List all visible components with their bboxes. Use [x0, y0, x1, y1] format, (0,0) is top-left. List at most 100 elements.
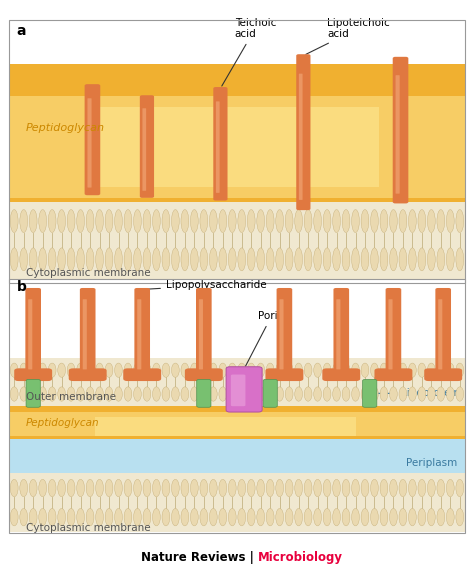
- Ellipse shape: [266, 248, 274, 271]
- Ellipse shape: [210, 387, 217, 401]
- Bar: [9, 398, 465, 477]
- Ellipse shape: [20, 480, 27, 497]
- FancyBboxPatch shape: [185, 368, 223, 381]
- Ellipse shape: [371, 509, 378, 526]
- Ellipse shape: [48, 210, 56, 233]
- FancyBboxPatch shape: [322, 368, 360, 381]
- Ellipse shape: [134, 363, 141, 377]
- Bar: [95, 107, 379, 187]
- Ellipse shape: [210, 210, 217, 233]
- Ellipse shape: [143, 363, 151, 377]
- Ellipse shape: [361, 248, 369, 271]
- Ellipse shape: [115, 248, 122, 271]
- Ellipse shape: [314, 210, 321, 233]
- Ellipse shape: [10, 363, 18, 377]
- Ellipse shape: [390, 387, 397, 401]
- Ellipse shape: [29, 387, 37, 401]
- Ellipse shape: [67, 210, 75, 233]
- Text: Cytoplasmic membrane: Cytoplasmic membrane: [26, 523, 151, 533]
- Ellipse shape: [210, 363, 217, 377]
- Ellipse shape: [447, 248, 454, 271]
- Text: Peptidoglycan: Peptidoglycan: [26, 418, 100, 428]
- Ellipse shape: [134, 248, 141, 271]
- Ellipse shape: [390, 363, 397, 377]
- Ellipse shape: [134, 509, 141, 526]
- Ellipse shape: [191, 248, 198, 271]
- Ellipse shape: [39, 387, 46, 401]
- Ellipse shape: [96, 248, 103, 271]
- FancyBboxPatch shape: [231, 375, 246, 406]
- Ellipse shape: [105, 363, 113, 377]
- Text: Porin: Porin: [246, 311, 284, 367]
- Ellipse shape: [314, 509, 321, 526]
- Ellipse shape: [399, 363, 407, 377]
- Ellipse shape: [342, 210, 350, 233]
- Ellipse shape: [352, 509, 359, 526]
- Ellipse shape: [58, 210, 65, 233]
- FancyBboxPatch shape: [140, 95, 154, 198]
- Ellipse shape: [333, 363, 340, 377]
- Bar: [9, 202, 465, 279]
- Ellipse shape: [428, 387, 435, 401]
- Ellipse shape: [285, 248, 293, 271]
- Ellipse shape: [58, 387, 65, 401]
- Ellipse shape: [295, 210, 302, 233]
- Ellipse shape: [228, 248, 236, 271]
- FancyBboxPatch shape: [28, 299, 32, 370]
- Ellipse shape: [124, 363, 132, 377]
- FancyBboxPatch shape: [26, 379, 40, 407]
- Ellipse shape: [10, 210, 18, 233]
- FancyBboxPatch shape: [88, 98, 91, 187]
- Ellipse shape: [124, 248, 132, 271]
- Ellipse shape: [295, 248, 302, 271]
- Ellipse shape: [228, 387, 236, 401]
- Ellipse shape: [162, 210, 170, 233]
- Ellipse shape: [276, 509, 283, 526]
- Ellipse shape: [390, 248, 397, 271]
- Ellipse shape: [295, 387, 302, 401]
- FancyBboxPatch shape: [389, 299, 392, 370]
- Ellipse shape: [314, 248, 321, 271]
- Text: Cytoplasmic membrane: Cytoplasmic membrane: [26, 268, 151, 278]
- Ellipse shape: [447, 387, 454, 401]
- Ellipse shape: [86, 210, 94, 233]
- Ellipse shape: [399, 480, 407, 497]
- Ellipse shape: [172, 210, 179, 233]
- Ellipse shape: [437, 363, 445, 377]
- Ellipse shape: [276, 248, 283, 271]
- Ellipse shape: [361, 210, 369, 233]
- Ellipse shape: [437, 509, 445, 526]
- Ellipse shape: [333, 210, 340, 233]
- Ellipse shape: [134, 387, 141, 401]
- Ellipse shape: [437, 248, 445, 271]
- Ellipse shape: [219, 248, 227, 271]
- Ellipse shape: [323, 363, 331, 377]
- Ellipse shape: [105, 210, 113, 233]
- Ellipse shape: [181, 363, 189, 377]
- Ellipse shape: [86, 387, 94, 401]
- Ellipse shape: [115, 509, 122, 526]
- Ellipse shape: [295, 509, 302, 526]
- Ellipse shape: [219, 210, 227, 233]
- Ellipse shape: [380, 509, 388, 526]
- Ellipse shape: [342, 363, 350, 377]
- Ellipse shape: [228, 210, 236, 233]
- Ellipse shape: [380, 210, 388, 233]
- FancyBboxPatch shape: [337, 299, 340, 370]
- Ellipse shape: [247, 363, 255, 377]
- FancyBboxPatch shape: [216, 101, 219, 193]
- Ellipse shape: [285, 363, 293, 377]
- Ellipse shape: [105, 480, 113, 497]
- Ellipse shape: [428, 363, 435, 377]
- Ellipse shape: [418, 210, 426, 233]
- Ellipse shape: [20, 509, 27, 526]
- Ellipse shape: [96, 387, 103, 401]
- Ellipse shape: [257, 387, 264, 401]
- Ellipse shape: [67, 248, 75, 271]
- Ellipse shape: [200, 480, 208, 497]
- Text: Lipoprotein: Lipoprotein: [377, 388, 459, 398]
- Ellipse shape: [380, 363, 388, 377]
- Ellipse shape: [10, 387, 18, 401]
- Ellipse shape: [285, 210, 293, 233]
- Ellipse shape: [342, 509, 350, 526]
